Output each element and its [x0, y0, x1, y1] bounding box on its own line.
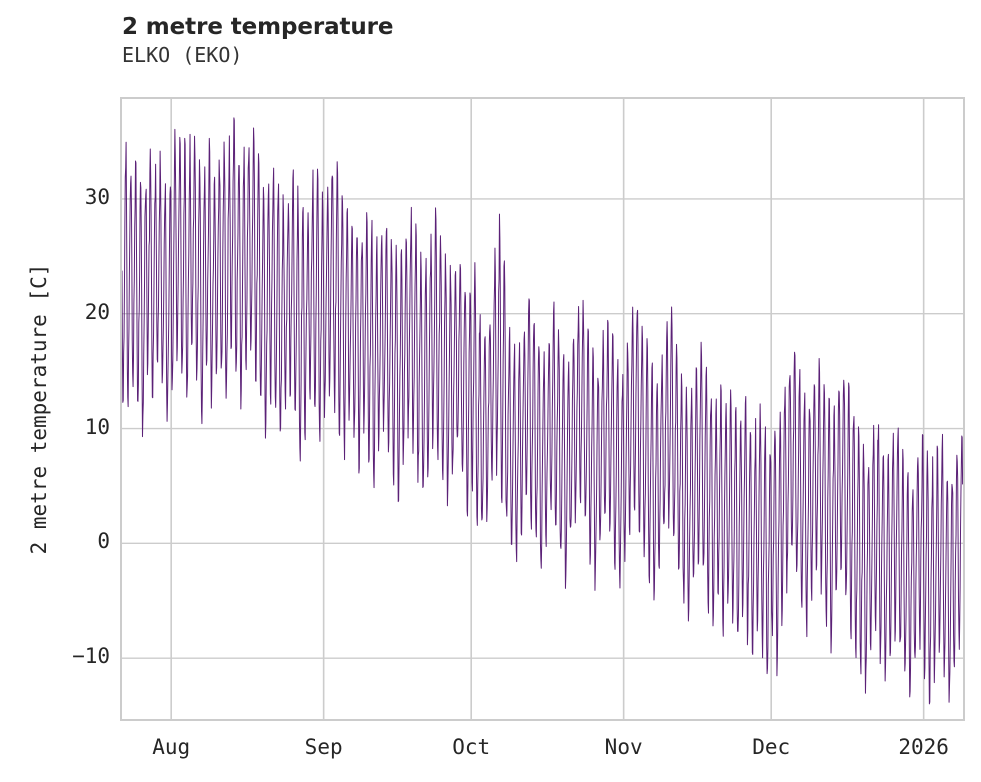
x-axis-tick-label: Sep [304, 735, 343, 759]
x-axis-tick-label: 2026 [898, 735, 949, 759]
y-axis-tick-label: 10 [84, 414, 110, 439]
y-axis-tick-label: 0 [97, 529, 110, 554]
chart-subtitle: ELKO (EKO) [122, 43, 243, 67]
x-axis-tick-label: Oct [452, 735, 491, 759]
temperature-series [122, 117, 963, 705]
x-axis-tick-label: Dec [752, 735, 791, 759]
x-axis-tick-label: Nov [604, 735, 643, 759]
x-axis-tick-label: Aug [152, 735, 191, 759]
title-block: 2 metre temperature ELKO (EKO) [122, 14, 822, 69]
y-axis-tick-label: 30 [84, 184, 110, 209]
y-axis-tick-label: −10 [72, 644, 110, 669]
page-title: 2 metre temperature [122, 14, 394, 40]
plot-area [120, 97, 965, 721]
y-axis-tick-label: 20 [84, 299, 110, 324]
y-axis-label: 2 metre temperature [C] [27, 263, 51, 555]
